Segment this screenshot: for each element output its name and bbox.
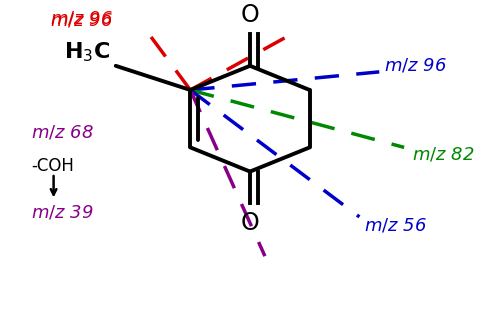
Text: O: O [240,211,260,235]
Text: H$_3$C: H$_3$C [64,41,111,64]
Text: $m/z$ 56: $m/z$ 56 [364,217,427,235]
Text: O: O [240,3,260,27]
Text: $m/z$ 96: $m/z$ 96 [50,12,114,30]
Text: $m/z$ 96: $m/z$ 96 [384,57,447,75]
Text: $m/z$ 39: $m/z$ 39 [31,204,94,221]
Text: $m/z$ 82: $m/z$ 82 [412,146,474,164]
Text: -COH: -COH [31,157,74,175]
Text: $m/z$ 68: $m/z$ 68 [31,123,94,141]
Text: $m/z$ 96: $m/z$ 96 [50,9,114,27]
